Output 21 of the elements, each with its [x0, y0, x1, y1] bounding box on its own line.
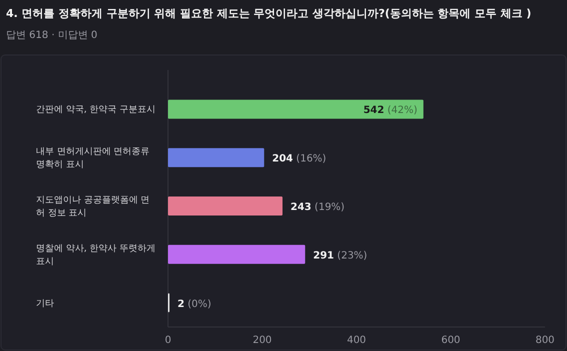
bar: [168, 196, 283, 216]
data-label: 542 (42%): [363, 105, 418, 116]
x-tick-label: 200: [252, 335, 272, 346]
y-tick-label: 명찰에 약사, 한약사 뚜렷하게 표시: [36, 244, 158, 267]
data-label: 2 (0%): [178, 298, 212, 310]
bar: [168, 100, 424, 119]
bar: [168, 244, 306, 264]
y-tick-label: 기타: [36, 298, 54, 309]
text: 답변 618 · 미답변 0: [6, 30, 98, 41]
bar: [168, 148, 264, 168]
y-tick-label: 지도앱이나 공공플랫폼에 면허 정보 표시: [36, 196, 150, 218]
x-tick-label: 0: [164, 335, 172, 346]
data-label: 243 (19%): [290, 202, 345, 213]
data-label: 204 (16%): [272, 154, 326, 165]
x-tick-label: 600: [441, 335, 460, 346]
y-tick-label: 내부 면허게시판에 면허종류 명확히 표시: [36, 147, 153, 170]
x-tick-label: 800: [535, 335, 555, 346]
y-tick-label: 간판에 약국, 한약국 구분표시: [36, 105, 156, 116]
x-tick-label: 400: [346, 335, 366, 346]
chart-title: 4. 면허를 정확하게 구분하기 위해 필요한 제도는 무엇이라고 생각하십니까?(동의하는 항목에 모두 체크 ): [6, 7, 532, 20]
data-label: 291 (23%): [313, 250, 368, 262]
